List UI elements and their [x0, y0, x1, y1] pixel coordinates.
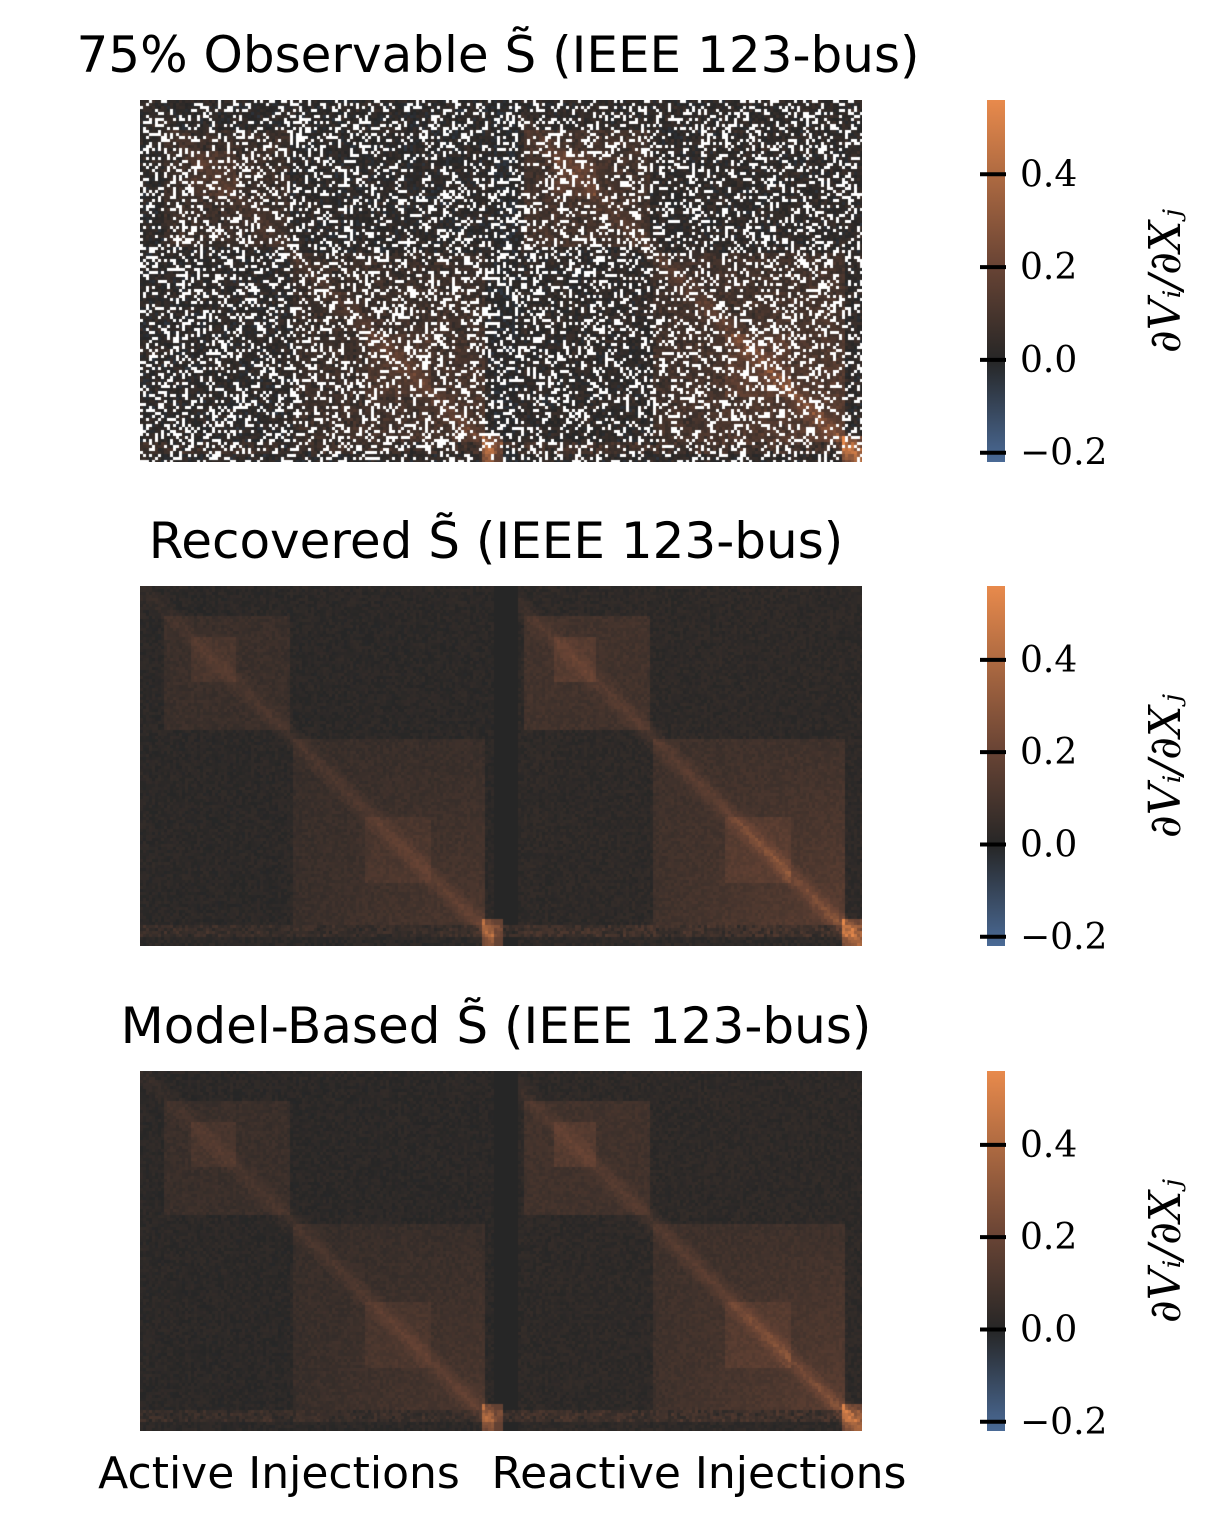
colorbar-tick-label: 0.4 — [1020, 154, 1077, 195]
colorbar-tick-label: 0.4 — [1020, 640, 1077, 681]
colorbar-tick-label: −0.2 — [1020, 1402, 1107, 1443]
colorbar-tick-label: 0.2 — [1020, 732, 1077, 773]
panel-2-title: Recovered S̃ (IEEE 123-bus) — [149, 512, 844, 570]
colorbar-3-label: ∂Vᵢ/∂Xⱼ — [1140, 1179, 1191, 1323]
colorbar-tick-label: 0.2 — [1020, 247, 1077, 288]
heatmap-recovered — [140, 586, 862, 946]
colorbar-tick-label: 0.4 — [1020, 1125, 1077, 1166]
colorbar-tick-label: 0.2 — [1020, 1217, 1077, 1258]
colorbar-tick-label: 0.0 — [1020, 824, 1077, 865]
colorbar-tick-label: 0.0 — [1020, 340, 1077, 381]
panel-model-based: Model-Based S̃ (IEEE 123-bus) 0.4 0.2 0.0 −… — [98, 997, 1191, 1499]
colorbar-2: 0.4 0.2 0.0 −0.2 ∂Vᵢ/∂Xⱼ — [980, 586, 1191, 958]
colorbar-tick-label: −0.2 — [1020, 917, 1107, 958]
colorbar-tick-label: 0.0 — [1020, 1309, 1077, 1350]
x-label-active: Active Injections — [98, 1448, 460, 1499]
colorbar-tick-label: −0.2 — [1020, 433, 1107, 474]
panel-1-title: 75% Observable S̃ (IEEE 123-bus) — [76, 26, 919, 84]
heatmap-observable — [140, 100, 862, 462]
colorbar-3-gradient — [987, 1071, 1005, 1431]
heatmap-model-based — [140, 1071, 862, 1431]
colorbar-2-label: ∂Vᵢ/∂Xⱼ — [1140, 694, 1191, 838]
colorbar-1: 0.4 0.2 0.0 −0.2 ∂Vᵢ/∂Xⱼ — [980, 100, 1191, 474]
x-label-reactive: Reactive Injections — [492, 1448, 907, 1499]
colorbar-1-label: ∂Vᵢ/∂Xⱼ — [1140, 209, 1191, 353]
colorbar-3: 0.4 0.2 0.0 −0.2 ∂Vᵢ/∂Xⱼ — [980, 1071, 1191, 1443]
colorbar-2-gradient — [987, 586, 1005, 946]
colorbar-1-gradient — [987, 100, 1005, 462]
panel-observable: 75% Observable S̃ (IEEE 123-bus) 0.40.20… — [76, 26, 1191, 474]
panel-recovered: Recovered S̃ (IEEE 123-bus) 0.4 0.2 0.0 −0.… — [140, 512, 1191, 958]
panel-3-title: Model-Based S̃ (IEEE 123-bus) — [121, 997, 872, 1055]
